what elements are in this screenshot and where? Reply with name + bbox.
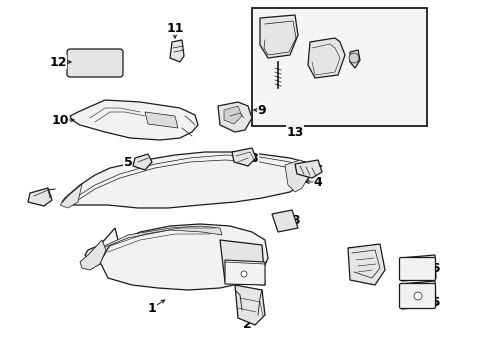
Circle shape [241,271,246,277]
Bar [251,8,426,126]
Text: 2: 2 [242,319,251,332]
Text: 12: 12 [49,55,67,68]
Text: 15: 15 [423,296,440,309]
Text: 14: 14 [346,246,363,258]
Polygon shape [399,255,435,281]
Text: 7: 7 [313,163,322,176]
Text: 11: 11 [166,22,183,35]
Polygon shape [235,285,264,325]
Polygon shape [218,102,251,132]
FancyBboxPatch shape [67,49,123,77]
Polygon shape [307,38,345,78]
Polygon shape [100,224,267,290]
Text: 5: 5 [123,157,132,170]
Polygon shape [62,152,309,208]
Text: 3: 3 [290,213,299,226]
Text: 13: 13 [286,126,303,139]
Polygon shape [260,15,297,58]
Polygon shape [60,184,82,208]
Polygon shape [224,106,242,124]
Polygon shape [28,188,52,206]
Polygon shape [349,50,359,68]
FancyBboxPatch shape [399,257,435,280]
Polygon shape [70,100,198,140]
Text: 16: 16 [423,261,440,274]
Circle shape [348,53,358,63]
Polygon shape [133,154,152,170]
Text: 6: 6 [34,189,42,202]
Polygon shape [220,240,264,285]
Polygon shape [347,244,384,285]
Circle shape [413,292,421,300]
Polygon shape [224,260,264,285]
Text: 8: 8 [249,152,258,165]
Polygon shape [80,240,106,270]
Polygon shape [98,226,222,250]
Polygon shape [170,40,183,62]
Polygon shape [285,160,309,192]
Text: 4: 4 [313,175,322,189]
Polygon shape [271,210,297,232]
Text: 1: 1 [147,302,156,315]
Polygon shape [85,228,118,265]
Text: 9: 9 [257,104,266,117]
Polygon shape [145,112,178,128]
Text: 10: 10 [51,113,69,126]
Polygon shape [399,281,435,309]
Polygon shape [294,160,321,178]
FancyBboxPatch shape [399,284,435,309]
Polygon shape [231,148,256,166]
